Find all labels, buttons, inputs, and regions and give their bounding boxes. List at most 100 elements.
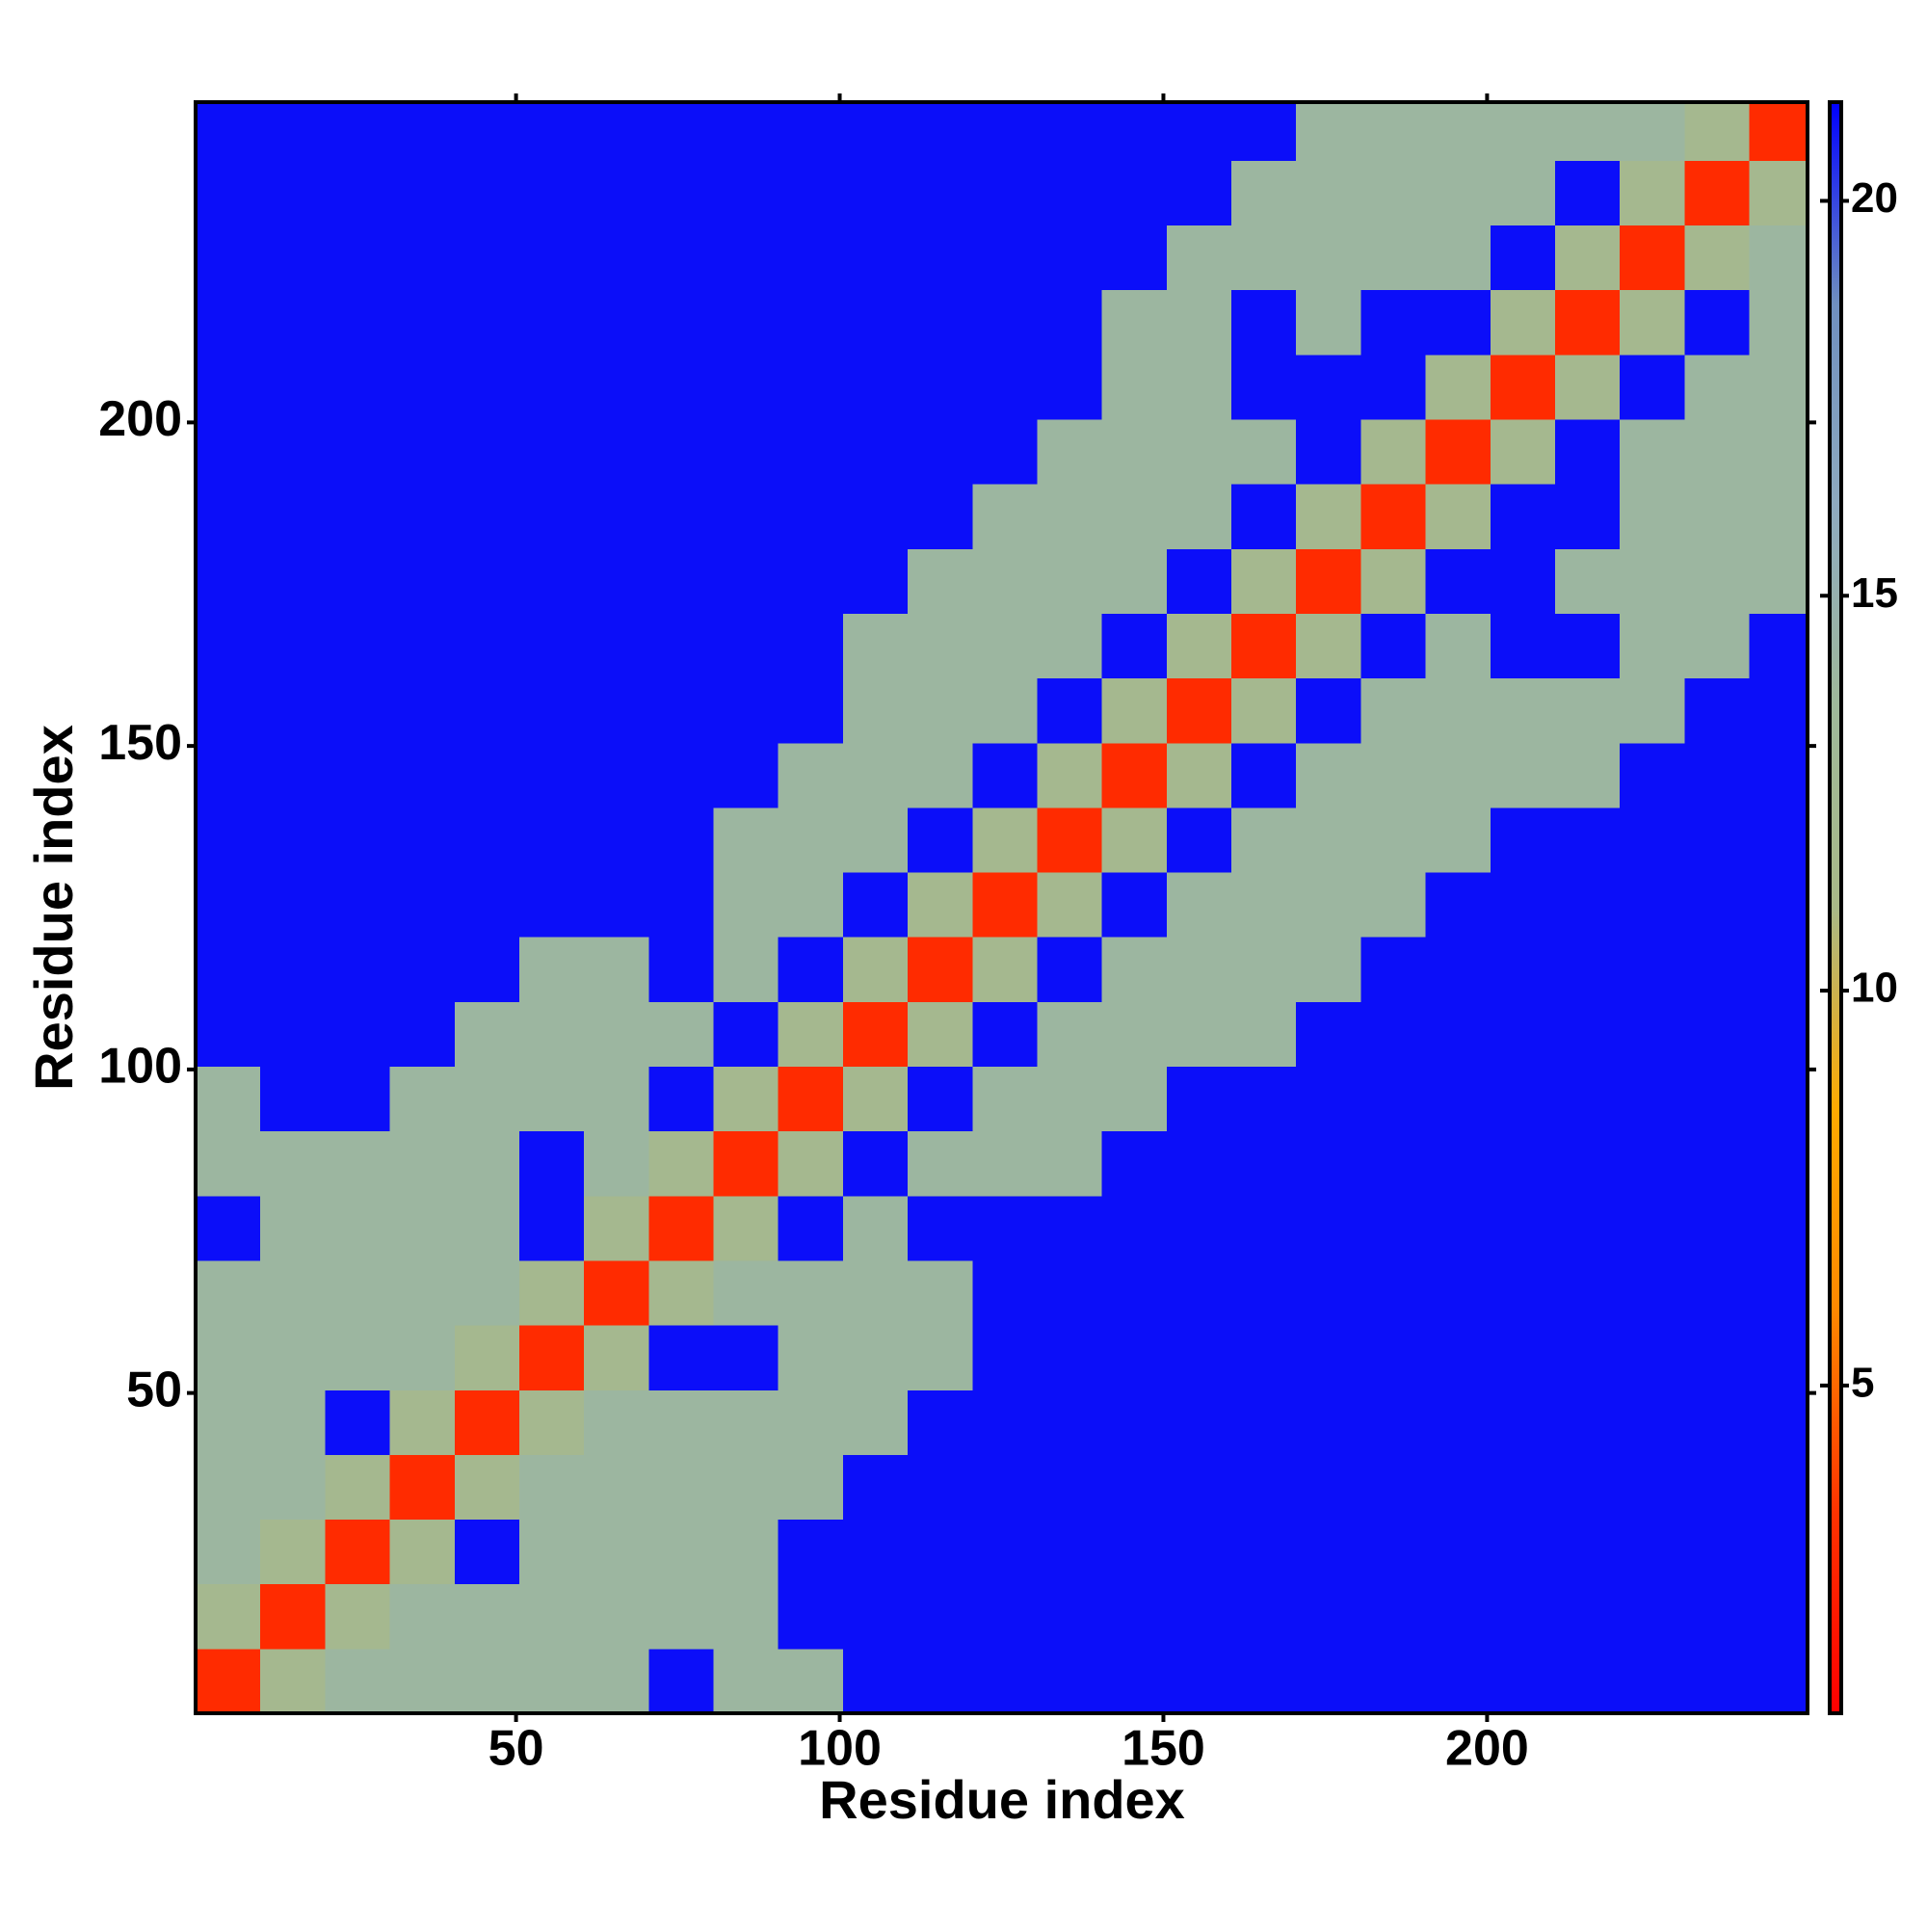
- heatmap-cell: [454, 484, 520, 549]
- heatmap-cell: [1296, 102, 1361, 161]
- heatmap-cell: [389, 613, 456, 679]
- heatmap-cell: [842, 102, 909, 161]
- heatmap-cell: [1490, 548, 1556, 614]
- heatmap-cell: [584, 1519, 649, 1585]
- y-axis-title: Residue index: [23, 725, 84, 1091]
- heatmap-cell: [454, 1259, 520, 1326]
- heatmap-cell: [196, 225, 261, 291]
- heatmap-cell: [1620, 1259, 1685, 1326]
- heatmap-cell: [325, 484, 391, 549]
- colorbar: [1828, 100, 1843, 1715]
- heatmap-cell: [1166, 1519, 1232, 1585]
- heatmap-cell: [1425, 1389, 1491, 1455]
- heatmap-cell: [648, 1195, 715, 1261]
- heatmap-cell: [1684, 419, 1751, 485]
- heatmap-cell: [1360, 872, 1427, 938]
- heatmap-cell: [648, 289, 715, 356]
- heatmap-cell: [196, 742, 261, 808]
- heatmap-cell: [648, 1519, 715, 1585]
- heatmap-cell: [1166, 1325, 1232, 1390]
- heatmap-cell: [842, 160, 909, 226]
- heatmap-cell: [1037, 677, 1103, 744]
- heatmap-cell: [389, 1648, 456, 1714]
- heatmap-cell: [454, 872, 520, 938]
- heatmap-cell: [648, 1325, 715, 1390]
- heatmap-cell: [325, 1001, 391, 1068]
- heatmap-cell: [325, 1519, 391, 1585]
- heatmap-cell: [454, 225, 520, 291]
- heatmap-cell: [1620, 1519, 1685, 1585]
- heatmap-cell: [325, 1583, 391, 1650]
- heatmap-cell: [1684, 1001, 1751, 1068]
- heatmap-cell: [1684, 937, 1751, 1002]
- heatmap-cell: [908, 1001, 973, 1068]
- heatmap-cell: [1425, 677, 1491, 744]
- heatmap-cell: [1166, 484, 1232, 549]
- heatmap-cell: [1360, 160, 1427, 226]
- heatmap-cell: [1360, 1583, 1427, 1650]
- heatmap-cell: [1231, 1648, 1297, 1714]
- heatmap-cell: [518, 289, 585, 356]
- heatmap-cell: [1749, 354, 1808, 420]
- heatmap-cell: [454, 1519, 520, 1585]
- heatmap-cell: [1620, 1454, 1685, 1521]
- heatmap-cell: [1231, 1454, 1297, 1521]
- heatmap-cell: [778, 419, 844, 485]
- heatmap-cell: [1101, 1130, 1168, 1197]
- heatmap-cell: [1554, 289, 1621, 356]
- heatmap-cell: [1360, 937, 1427, 1002]
- heatmap-cell: [972, 1259, 1038, 1326]
- heatmap-cell: [1684, 102, 1751, 161]
- heatmap-cell: [584, 289, 649, 356]
- heatmap-cell: [1554, 1130, 1621, 1197]
- heatmap-cell: [1749, 484, 1808, 549]
- heatmap-cell: [778, 1325, 844, 1390]
- heatmap-cell: [1037, 613, 1103, 679]
- colorbar-tick-label: 15: [1851, 569, 1898, 617]
- heatmap-cell: [1037, 1454, 1103, 1521]
- heatmap-cell: [1490, 354, 1556, 420]
- heatmap-cell: [1166, 1583, 1232, 1650]
- heatmap-cell: [518, 419, 585, 485]
- heatmap-cell: [1037, 807, 1103, 873]
- heatmap-cell: [1490, 1195, 1556, 1261]
- heatmap-cell: [454, 102, 520, 161]
- heatmap-cell: [1749, 1259, 1808, 1326]
- heatmap-cell: [1296, 1195, 1361, 1261]
- heatmap-cell: [648, 1583, 715, 1650]
- heatmap-cell: [1749, 1325, 1808, 1390]
- heatmap-cell: [1554, 1259, 1621, 1326]
- heatmap-cell: [972, 1454, 1038, 1521]
- heatmap-cell: [1620, 677, 1685, 744]
- heatmap-cell: [1166, 160, 1232, 226]
- heatmap-cell: [1425, 1454, 1491, 1521]
- heatmap-cell: [1296, 742, 1361, 808]
- heatmap-cell: [1684, 1259, 1751, 1326]
- heatmap-cell: [196, 484, 261, 549]
- heatmap-cell: [1231, 807, 1297, 873]
- heatmap-cell: [389, 1325, 456, 1390]
- heatmap-cell: [454, 1066, 520, 1132]
- heatmap-cell: [972, 1066, 1038, 1132]
- heatmap-cell: [1360, 1195, 1427, 1261]
- heatmap-cell: [1490, 1454, 1556, 1521]
- heatmap-cell: [1101, 742, 1168, 808]
- heatmap-cell: [454, 1195, 520, 1261]
- heatmap-cell: [1037, 419, 1103, 485]
- heatmap-cell: [1166, 1648, 1232, 1714]
- heatmap-cell: [1296, 354, 1361, 420]
- heatmap-cell: [778, 225, 844, 291]
- heatmap-cell: [1620, 807, 1685, 873]
- heatmap-cell: [1231, 484, 1297, 549]
- heatmap-cell: [648, 102, 715, 161]
- heatmap-cell: [1296, 1001, 1361, 1068]
- heatmap-cell: [196, 1130, 261, 1197]
- heatmap-cell: [908, 742, 973, 808]
- heatmap-cell: [713, 742, 779, 808]
- heatmap-cell: [1037, 1259, 1103, 1326]
- heatmap-cell: [1037, 354, 1103, 420]
- heatmap-cell: [1620, 289, 1685, 356]
- heatmap-cell: [518, 1130, 585, 1197]
- heatmap-cell: [1684, 160, 1751, 226]
- heatmap-cell: [196, 1001, 261, 1068]
